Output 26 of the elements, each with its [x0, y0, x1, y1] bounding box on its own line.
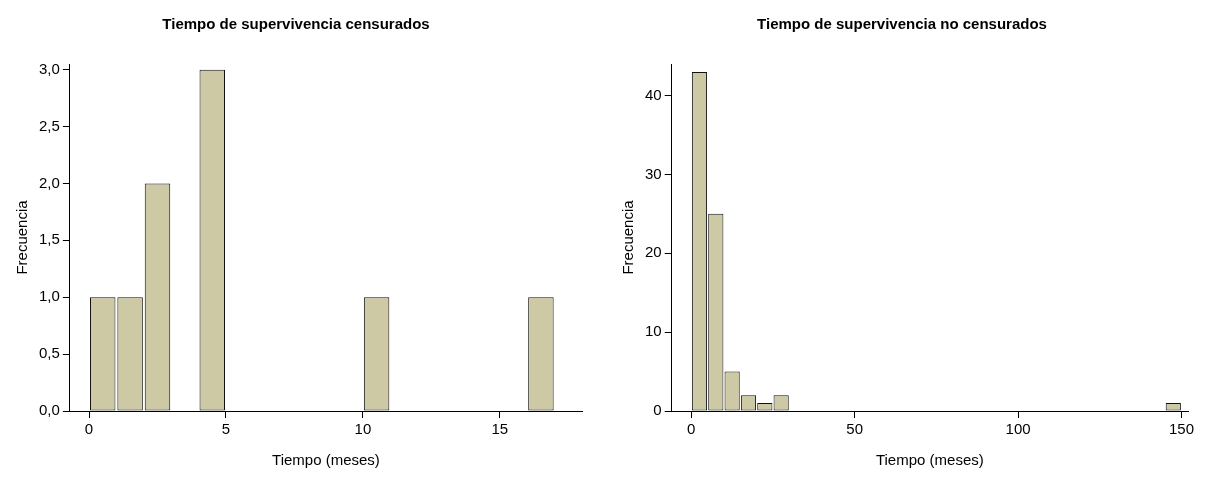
- x-tick-label: 50: [846, 420, 864, 438]
- y-tick-label: 1,5: [38, 230, 60, 248]
- x-tick-label: 100: [1005, 420, 1031, 438]
- y-tick-label: 30: [645, 164, 662, 182]
- x-tick-label: 5: [221, 420, 231, 438]
- x-tick-label: 0: [84, 420, 94, 438]
- y-tick-label: 1,0: [38, 287, 60, 305]
- x-tick-label: 0: [687, 420, 696, 438]
- y-tick-label: 20: [645, 243, 662, 261]
- x-axis-title: Tiempo (meses): [875, 451, 984, 469]
- x-axis-title: Tiempo (meses): [272, 451, 380, 469]
- y-tick-label: 2,0: [38, 173, 60, 191]
- y-tick-label: 10: [645, 322, 662, 340]
- y-tick-label: 40: [645, 85, 662, 103]
- y-tick-label: 0,5: [38, 344, 60, 362]
- y-axis-title: Frecuencia: [13, 199, 31, 275]
- x-tick-label: 10: [354, 420, 372, 438]
- y-tick-label: 2,5: [38, 116, 60, 134]
- x-tick-label: 15: [491, 420, 509, 438]
- chart-title: Tiempo de supervivencia censurados: [162, 15, 430, 33]
- y-tick-label: 0,0: [38, 401, 60, 419]
- y-tick-label: 3,0: [38, 59, 60, 77]
- y-axis-title: Frecuencia: [619, 199, 637, 275]
- x-tick-label: 150: [1168, 420, 1194, 438]
- chart-title: Tiempo de supervivencia no censurados: [757, 15, 1047, 33]
- y-tick-label: 0: [653, 401, 662, 419]
